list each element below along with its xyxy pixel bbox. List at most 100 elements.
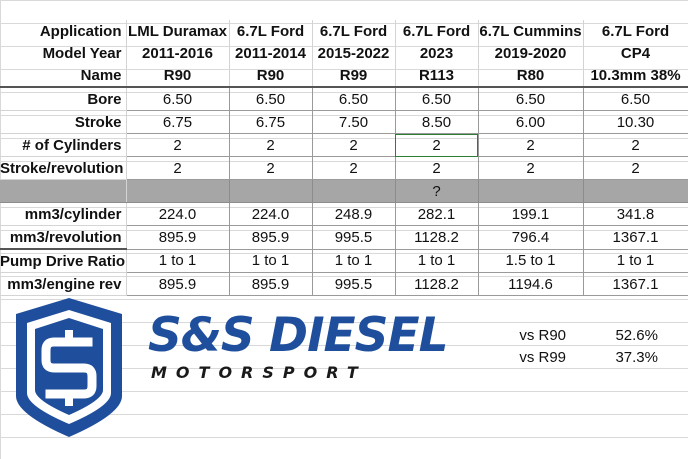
value-cell[interactable]: 1367.1 xyxy=(582,225,688,250)
header-cell[interactable]: 2011-2016 xyxy=(126,42,230,64)
row-label[interactable]: Model Year xyxy=(0,42,127,64)
header-cell[interactable]: R113 xyxy=(395,64,479,88)
value-cell[interactable]: 895.9 xyxy=(228,225,313,250)
comparison-label: vs R99 xyxy=(519,349,566,366)
value-cell[interactable]: 895.9 xyxy=(228,272,313,296)
header-cell[interactable]: 2023 xyxy=(395,42,479,64)
value-cell[interactable]: 2 xyxy=(394,156,479,180)
header-cell[interactable]: R99 xyxy=(312,64,396,88)
data-row: mm3/revolution 895.9 895.9 995.5 1128.2 796.4… xyxy=(0,225,688,250)
value-cell[interactable]: 1 to 1 xyxy=(582,248,688,273)
header-cell[interactable]: 6.7L Cummins xyxy=(478,20,584,42)
header-row: Application LML Duramax 6.7L Ford 6.7L Ford… xyxy=(0,20,688,42)
value-cell[interactable]: 796.4 xyxy=(477,225,584,250)
comparison-label: vs R90 xyxy=(519,327,566,344)
value-cell[interactable]: 2 xyxy=(125,133,230,157)
data-row: # of Cylinders 2 2 2 2 2 2 xyxy=(0,133,688,157)
value-cell[interactable]: 6.50 xyxy=(394,86,479,111)
value-cell[interactable]: 10.30 xyxy=(582,110,688,134)
row-label[interactable]: Name xyxy=(0,64,127,88)
value-cell[interactable]: 895.9 xyxy=(125,272,230,296)
value-cell[interactable]: 895.9 xyxy=(125,225,230,250)
header-cell[interactable]: R80 xyxy=(478,64,584,88)
value-cell[interactable]: 199.1 xyxy=(477,202,584,226)
row-label[interactable]: mm3/engine rev xyxy=(0,272,127,296)
value-cell[interactable] xyxy=(478,179,584,203)
row-label[interactable]: Application xyxy=(0,20,127,42)
row-label[interactable]: Pump Drive Ratio xyxy=(0,248,127,273)
value-cell[interactable]: 1128.2 xyxy=(394,225,479,250)
header-cell[interactable]: 2019-2020 xyxy=(478,42,584,64)
value-cell[interactable]: 2 xyxy=(477,156,584,180)
row-label[interactable]: mm3/cylinder xyxy=(0,202,127,226)
value-cell[interactable]: 6.75 xyxy=(125,110,230,134)
header-cell[interactable]: 2015-2022 xyxy=(312,42,396,64)
value-cell[interactable]: 224.0 xyxy=(228,202,313,226)
row-label[interactable]: Bore xyxy=(0,87,127,111)
value-cell[interactable]: 2 xyxy=(394,133,479,157)
value-cell[interactable]: 6.50 xyxy=(477,86,584,111)
value-cell[interactable]: 6.75 xyxy=(228,110,313,134)
header-cell[interactable]: 6.7L Ford xyxy=(312,20,396,42)
value-cell[interactable]: 224.0 xyxy=(125,202,230,226)
comparison-row: vs R99 37.3% xyxy=(519,349,658,369)
value-cell[interactable]: 282.1 xyxy=(394,202,479,226)
row-label[interactable] xyxy=(0,179,127,203)
row-label[interactable]: Stroke/revolution xyxy=(0,156,127,180)
brand-name: S&S DIESEL xyxy=(148,308,449,363)
row-label[interactable]: Stroke xyxy=(0,110,127,134)
header-cell[interactable]: LML Duramax xyxy=(126,20,230,42)
value-cell[interactable] xyxy=(126,179,230,203)
value-cell[interactable]: 995.5 xyxy=(311,225,396,250)
value-cell[interactable] xyxy=(583,179,688,203)
value-cell[interactable]: 2 xyxy=(311,156,396,180)
value-cell[interactable]: 248.9 xyxy=(311,202,396,226)
data-row: Stroke/revolution 2 2 2 2 2 2 xyxy=(0,156,688,180)
value-cell[interactable]: 2 xyxy=(477,133,584,157)
value-cell[interactable]: 1.5 to 1 xyxy=(477,248,584,273)
data-row: Stroke 6.75 6.75 7.50 8.50 6.00 10.30 xyxy=(0,110,688,134)
value-cell[interactable]: 6.50 xyxy=(582,86,688,111)
comparison-row: vs R90 52.6% xyxy=(519,327,658,347)
value-cell[interactable] xyxy=(312,179,396,203)
value-cell[interactable]: 6.00 xyxy=(477,110,584,134)
header-cell[interactable]: 10.3mm 38% xyxy=(583,64,688,88)
header-cell[interactable]: CP4 xyxy=(583,42,688,64)
value-cell[interactable]: 1 to 1 xyxy=(311,248,396,273)
header-cell[interactable]: 6.7L Ford xyxy=(229,20,313,42)
value-cell[interactable]: 341.8 xyxy=(582,202,688,226)
value-cell[interactable]: 2 xyxy=(582,133,688,157)
shield-logo-icon xyxy=(16,298,122,437)
row-label[interactable]: # of Cylinders xyxy=(0,133,127,157)
value-cell[interactable]: 1 to 1 xyxy=(394,248,479,273)
row-label[interactable]: mm3/revolution xyxy=(0,225,127,250)
value-cell[interactable]: 2 xyxy=(582,156,688,180)
value-cell[interactable]: 8.50 xyxy=(394,110,479,134)
header-cell[interactable]: 6.7L Ford xyxy=(583,20,688,42)
value-cell[interactable]: 1128.2 xyxy=(394,272,479,296)
header-row: Name R90 R90 R99 R113 R80 10.3mm 38% xyxy=(0,64,688,88)
header-cell[interactable]: R90 xyxy=(126,64,230,88)
value-cell[interactable]: ? xyxy=(395,179,479,203)
value-cell[interactable]: 995.5 xyxy=(311,272,396,296)
data-row: ? xyxy=(0,179,688,203)
value-cell[interactable]: 2 xyxy=(228,133,313,157)
value-cell[interactable]: 1 to 1 xyxy=(228,248,313,273)
header-cell[interactable]: R90 xyxy=(229,64,313,88)
value-cell[interactable]: 1 to 1 xyxy=(125,248,230,273)
value-cell[interactable]: 6.50 xyxy=(311,86,396,111)
value-cell[interactable]: 1194.6 xyxy=(477,272,584,296)
header-cell[interactable]: 2011-2014 xyxy=(229,42,313,64)
value-cell[interactable]: 6.50 xyxy=(228,86,313,111)
value-cell[interactable]: 2 xyxy=(125,156,230,180)
value-cell[interactable]: 2 xyxy=(228,156,313,180)
data-row: Bore 6.50 6.50 6.50 6.50 6.50 6.50 xyxy=(0,86,688,111)
brand-subtitle: MOTORSPORT xyxy=(151,363,367,382)
value-cell[interactable]: 6.50 xyxy=(125,86,230,111)
value-cell[interactable]: 2 xyxy=(311,133,396,157)
header-cell[interactable]: 6.7L Ford xyxy=(395,20,479,42)
value-cell[interactable]: 7.50 xyxy=(311,110,396,134)
value-cell[interactable]: 1367.1 xyxy=(582,272,688,296)
value-cell[interactable] xyxy=(229,179,313,203)
